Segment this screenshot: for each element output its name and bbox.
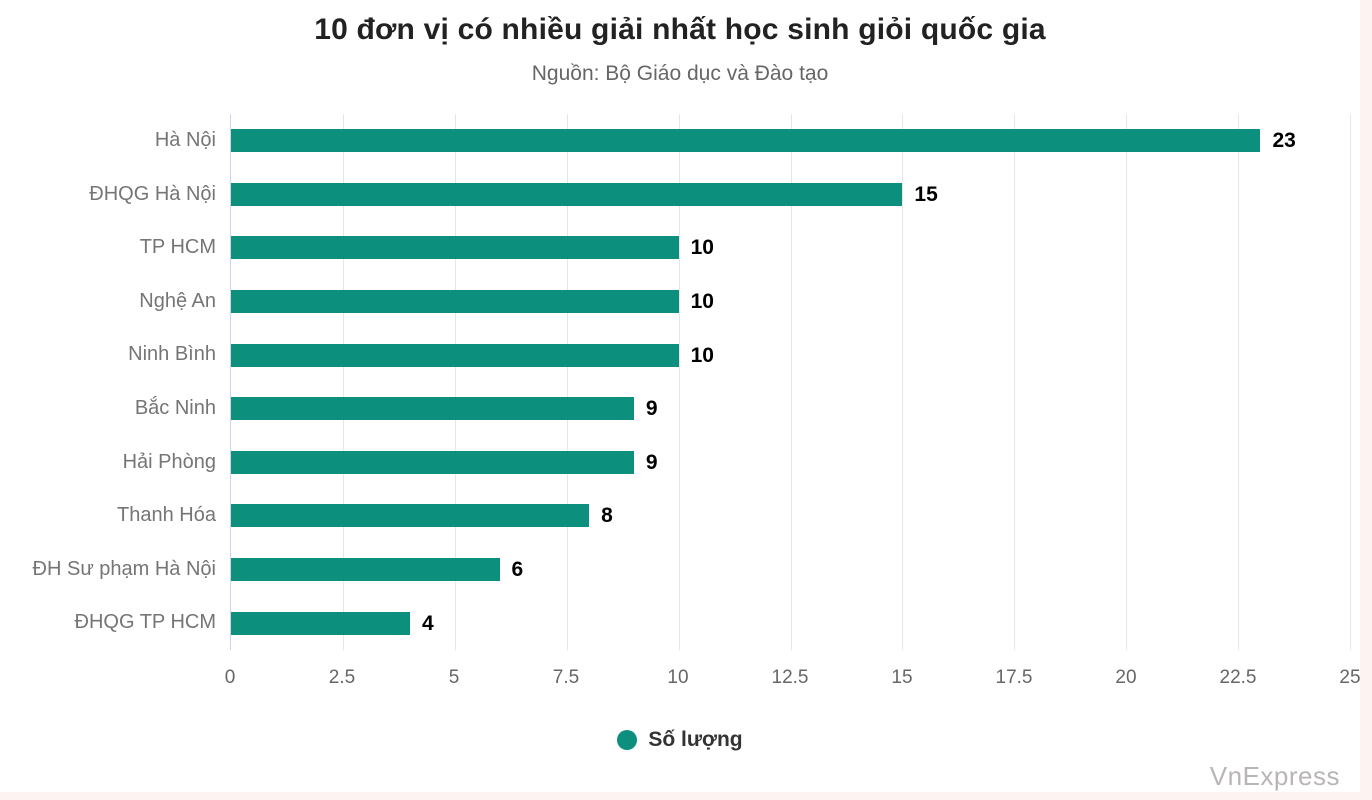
gridline [1238, 114, 1240, 650]
x-tick-label: 7.5 [552, 667, 580, 688]
bar-row: ĐHQG Hà Nội 15 [89, 168, 1350, 222]
legend-label: Số lượng [648, 728, 743, 751]
category-label: ĐHQG TP HCM [74, 611, 217, 634]
gridline [790, 114, 792, 650]
category-label: TP HCM [139, 236, 216, 259]
bar-row: Bắc Ninh 9 [135, 382, 1350, 436]
bar [231, 236, 679, 260]
chart-title: 10 đơn vị có nhiều giải nhất học sinh gi… [314, 13, 1046, 46]
x-tick-label: 22.5 [1219, 667, 1257, 688]
category-label: Thanh Hóa [117, 504, 216, 527]
bar-row: Hà Nội 23 [155, 114, 1350, 168]
x-tick-label: 10 [667, 667, 689, 688]
category-label: Hà Nội [154, 129, 216, 151]
x-tick-label: 5 [448, 667, 460, 688]
value-label: 9 [645, 397, 658, 421]
bar [231, 611, 411, 635]
x-tick-label: 12.5 [771, 667, 809, 688]
value-label: 10 [690, 343, 714, 367]
bar [231, 397, 634, 421]
bar [231, 504, 590, 528]
value-label: 6 [511, 558, 524, 582]
gridline [1014, 114, 1016, 650]
bar [231, 129, 1261, 153]
bar-row: Nghệ An 10 [139, 275, 1350, 329]
gridline [902, 114, 904, 650]
value-label: 15 [914, 182, 938, 206]
bar [231, 182, 903, 206]
x-tick-label: 2.5 [328, 667, 356, 688]
x-tick-label: 17.5 [995, 667, 1033, 688]
plot-area: Hà Nội 23 ĐHQG Hà Nội 15 TP HCM 10 Nghệ An 10 Ni… [33, 114, 1351, 650]
category-label: Nghệ An [139, 289, 216, 312]
x-tick-label: 25 [1339, 667, 1361, 688]
x-axis: 0 2.5 5 7.5 10 12.5 15 17.5 20 22.5 25 [225, 665, 1361, 691]
legend[interactable]: Số lượng [0, 728, 1360, 752]
x-tick-label: 0 [224, 667, 236, 688]
bar [231, 290, 679, 314]
gridline [566, 114, 568, 650]
bar [231, 450, 634, 474]
value-label: 8 [601, 504, 613, 528]
value-label: 9 [645, 450, 658, 474]
gridline [342, 114, 344, 650]
bar [231, 343, 679, 367]
category-label: ĐHQG Hà Nội [89, 182, 216, 205]
bar-row: Hải Phòng 9 [123, 436, 1350, 490]
category-label: Bắc Ninh [134, 397, 216, 419]
bar-row: Ninh Bình 10 [128, 328, 1350, 382]
x-tick-label: 20 [1115, 667, 1137, 688]
bar [231, 558, 500, 582]
x-tick-label: 15 [891, 667, 913, 688]
value-label: 23 [1272, 129, 1296, 153]
gridline [1350, 114, 1351, 650]
legend-marker-icon [617, 730, 638, 750]
category-label: Ninh Bình [128, 343, 216, 366]
bar-row: ĐH Sư phạm Hà Nội 6 [33, 543, 1350, 597]
gridline [454, 114, 456, 650]
bar-row: ĐHQG TP HCM 4 [75, 596, 1350, 650]
value-label: 10 [690, 290, 714, 314]
gridline [678, 114, 680, 650]
gridline [1126, 114, 1128, 650]
value-label: 10 [690, 236, 714, 260]
bar-row: TP HCM 10 [140, 221, 1350, 275]
value-label: 4 [422, 611, 434, 635]
chart-subtitle: Nguồn: Bộ Giáo dục và Đào tạo [531, 62, 829, 85]
category-label: Hải Phòng [122, 450, 216, 473]
watermark: VnExpress [1209, 761, 1340, 791]
bar-row: Thanh Hóa 8 [117, 489, 1350, 543]
category-label: ĐH Sư phạm Hà Nội [32, 557, 216, 580]
